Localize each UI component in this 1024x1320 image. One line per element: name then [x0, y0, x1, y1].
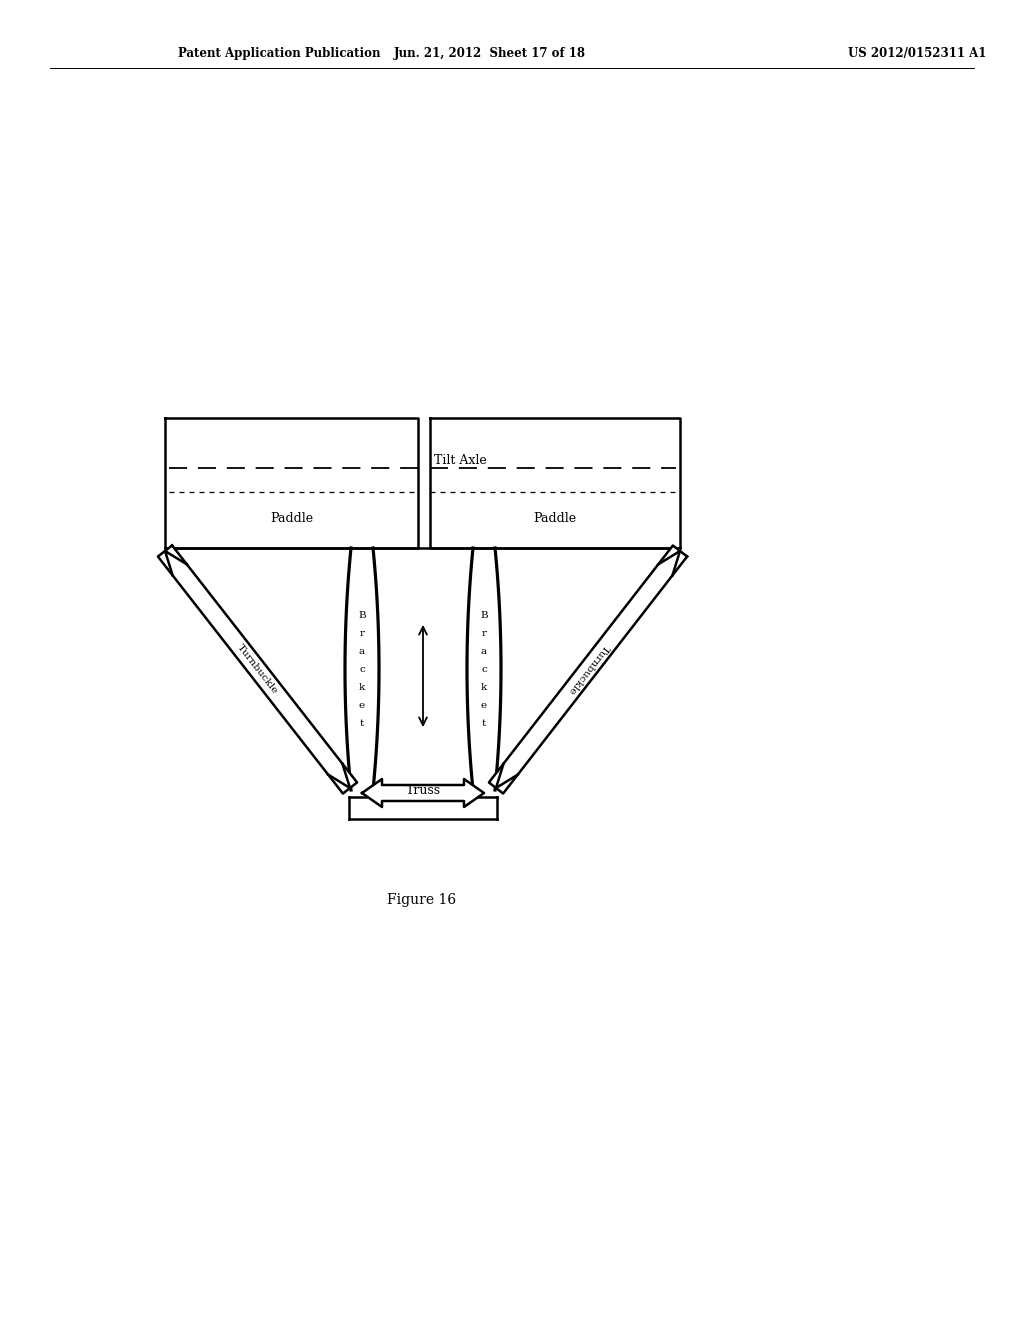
Text: r: r: [481, 628, 486, 638]
Text: Turnbuckle: Turnbuckle: [236, 643, 280, 696]
Text: Truss: Truss: [406, 784, 440, 796]
Text: a: a: [359, 647, 366, 656]
Text: Jun. 21, 2012  Sheet 17 of 18: Jun. 21, 2012 Sheet 17 of 18: [394, 46, 586, 59]
Text: Figure 16: Figure 16: [387, 894, 457, 907]
Text: B: B: [480, 610, 487, 619]
Text: Patent Application Publication: Patent Application Publication: [178, 46, 381, 59]
Polygon shape: [158, 545, 357, 793]
Text: Tilt Axle: Tilt Axle: [434, 454, 486, 466]
Text: B: B: [358, 610, 366, 619]
Text: e: e: [359, 701, 366, 710]
Text: k: k: [481, 682, 487, 692]
Text: k: k: [358, 682, 366, 692]
Text: t: t: [359, 718, 365, 727]
Text: e: e: [481, 701, 487, 710]
Text: US 2012/0152311 A1: US 2012/0152311 A1: [848, 46, 986, 59]
Text: c: c: [481, 664, 486, 673]
Text: Turnbuckle: Turnbuckle: [566, 643, 610, 696]
Text: c: c: [359, 664, 365, 673]
Text: t: t: [482, 718, 486, 727]
Text: Paddle: Paddle: [534, 511, 577, 524]
Text: Paddle: Paddle: [270, 511, 313, 524]
Text: r: r: [359, 628, 365, 638]
Text: a: a: [481, 647, 487, 656]
Polygon shape: [488, 545, 687, 793]
Polygon shape: [362, 779, 484, 807]
